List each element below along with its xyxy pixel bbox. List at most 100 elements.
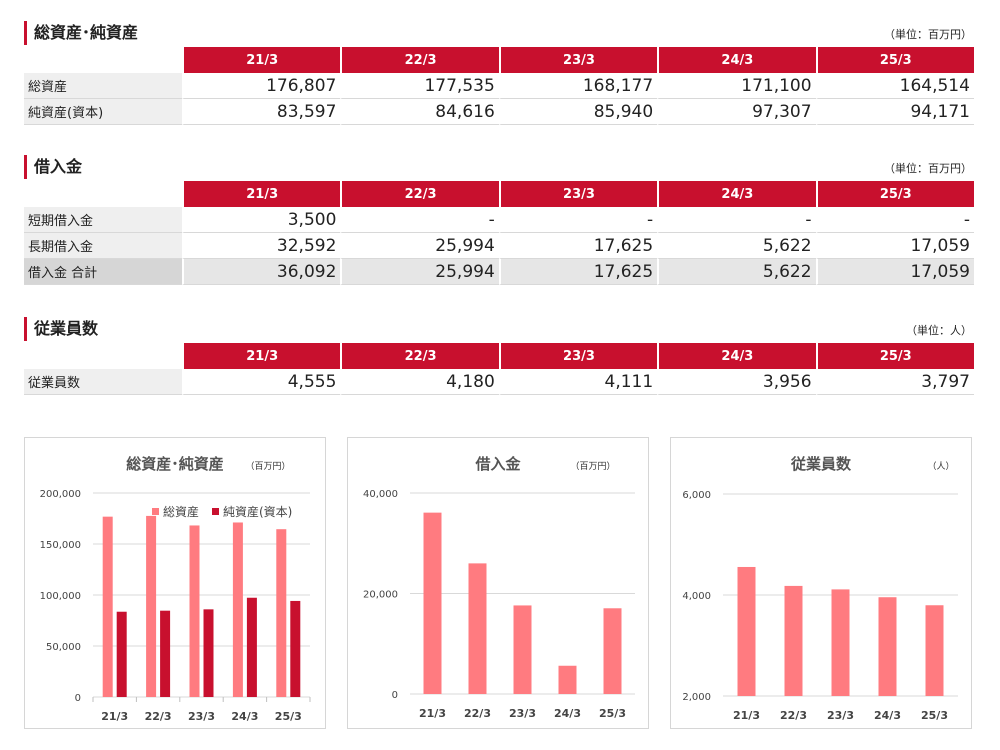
cell-value: 83,597 [182, 99, 341, 125]
bar-total-assets [276, 529, 287, 697]
cell-value: - [815, 207, 974, 233]
bar-net-assets [160, 610, 171, 697]
unit-label: （単位：百万円） [884, 28, 972, 41]
header-year: 21/3 [182, 343, 341, 369]
employees-chart-panel: 従業員数 （人） 2,000 4,000 6,000 21/3 22/3 23/3 24/3 25… [670, 437, 972, 729]
section-accent-bar [24, 155, 27, 179]
chart-unit-label: （人） [927, 461, 954, 472]
header-year: 25/3 [815, 343, 974, 369]
section-title: 総資産･純資産 [34, 23, 139, 42]
cell-value: - [498, 207, 658, 233]
section-title: 従業員数 [34, 319, 99, 338]
header-year: 25/3 [815, 181, 974, 207]
section-accent-bar [24, 21, 27, 45]
header-row: 21/3 22/3 23/3 24/3 25/3 [24, 181, 974, 207]
header-year: 25/3 [815, 47, 974, 73]
y-tick-label: 20,000 [363, 590, 398, 601]
x-tick-label: 23/3 [827, 709, 854, 722]
cell-value: 5,622 [657, 259, 816, 285]
row-label: 長期借入金 [24, 233, 182, 259]
table-row: 純資産(資本) 83,597 84,616 85,940 97,307 94,1… [24, 99, 974, 125]
chart-title: 総資産･純資産 [126, 455, 224, 473]
borrowings-chart-panel: 借入金 （百万円） 0 20,000 40,000 21/3 22/3 23/3 24/3 25/… [347, 437, 649, 729]
header-year: 24/3 [657, 343, 816, 369]
header-blank [24, 343, 182, 369]
assets-chart: 総資産･純資産 （百万円） 0 50,000 100,000 150,000 200,000… [40, 455, 311, 723]
x-tick-label: 25/3 [599, 707, 626, 720]
bar [423, 512, 442, 694]
cell-value: 94,171 [815, 99, 974, 125]
cell-value: 32,592 [182, 233, 341, 259]
y-tick-label: 200,000 [40, 489, 81, 500]
row-label: 純資産(資本) [24, 99, 182, 125]
header-year: 22/3 [340, 343, 499, 369]
cell-value: 84,616 [340, 99, 499, 125]
x-tick-label: 22/3 [145, 710, 172, 723]
assets-section-header: 総資産･純資産 （単位：百万円） [24, 21, 974, 45]
row-label: 総資産 [24, 73, 182, 99]
bar-total-assets [102, 516, 113, 697]
cell-value: 4,180 [340, 369, 499, 395]
header-year: 23/3 [498, 343, 658, 369]
x-tick-label: 21/3 [101, 710, 128, 723]
section-accent-bar [24, 317, 27, 341]
table-row: 短期借入金 3,500 - - - - [24, 207, 974, 233]
cell-value: 25,994 [340, 233, 499, 259]
legend-swatch [212, 508, 219, 515]
cell-value: 3,500 [182, 207, 341, 233]
x-tick-label: 22/3 [464, 707, 491, 720]
header-blank [24, 181, 182, 207]
y-tick-label: 2,000 [682, 692, 711, 703]
header-row: 21/3 22/3 23/3 24/3 25/3 [24, 343, 974, 369]
x-tick-label: 22/3 [780, 709, 807, 722]
y-tick-label: 4,000 [682, 591, 711, 602]
cell-value: 3,956 [657, 369, 816, 395]
chart-unit-label: （百万円） [570, 461, 615, 472]
cell-value: 25,994 [340, 259, 499, 285]
legend-swatch [152, 508, 159, 515]
unit-label: （単位：人） [906, 324, 972, 337]
bar-total-assets [146, 515, 157, 697]
header-blank [24, 47, 182, 73]
borrowings-table: 21/3 22/3 23/3 24/3 25/3 短期借入金 3,500 - -… [24, 181, 974, 285]
y-tick-label: 50,000 [46, 642, 81, 653]
bar [513, 605, 532, 694]
header-year: 22/3 [340, 47, 499, 73]
header-year: 23/3 [498, 47, 658, 73]
bar-total-assets [232, 522, 243, 697]
y-tick-label: 6,000 [682, 490, 711, 501]
total-row: 借入金 合計 36,092 25,994 17,625 5,622 17,059 [24, 259, 974, 285]
row-label: 短期借入金 [24, 207, 182, 233]
cell-value: 5,622 [657, 233, 816, 259]
cell-value: 17,625 [498, 233, 658, 259]
cell-value: 4,555 [182, 369, 341, 395]
cell-value: 17,059 [815, 233, 974, 259]
bar-total-assets [189, 525, 200, 697]
bar [737, 566, 756, 696]
header-year: 22/3 [340, 181, 499, 207]
cell-value: 36,092 [182, 259, 341, 285]
table-row: 従業員数 4,555 4,180 4,111 3,956 3,797 [24, 369, 974, 395]
x-tick-label: 21/3 [733, 709, 760, 722]
header-row: 21/3 22/3 23/3 24/3 25/3 [24, 47, 974, 73]
row-label: 従業員数 [24, 369, 182, 395]
bar [878, 597, 897, 696]
y-tick-label: 150,000 [40, 540, 81, 551]
assets-chart-panel: 総資産･純資産 （百万円） 0 50,000 100,000 150,000 200,000… [24, 437, 326, 729]
x-tick-label: 24/3 [874, 709, 901, 722]
cell-value: 17,059 [815, 259, 974, 285]
legend-label: 純資産(資本) [223, 504, 292, 519]
cell-value: 168,177 [498, 73, 658, 99]
cell-value: 85,940 [498, 99, 658, 125]
bar [468, 563, 487, 694]
borrowings-chart: 借入金 （百万円） 0 20,000 40,000 21/3 22/3 23/3 24/3 25/… [363, 455, 635, 720]
y-tick-label: 40,000 [363, 489, 398, 500]
bar [831, 589, 850, 696]
bar [784, 585, 803, 696]
cell-value: - [657, 207, 816, 233]
header-year: 21/3 [182, 181, 341, 207]
bar-net-assets [203, 609, 214, 697]
bar [603, 608, 622, 694]
bar-net-assets [116, 611, 127, 697]
cell-value: 176,807 [182, 73, 341, 99]
